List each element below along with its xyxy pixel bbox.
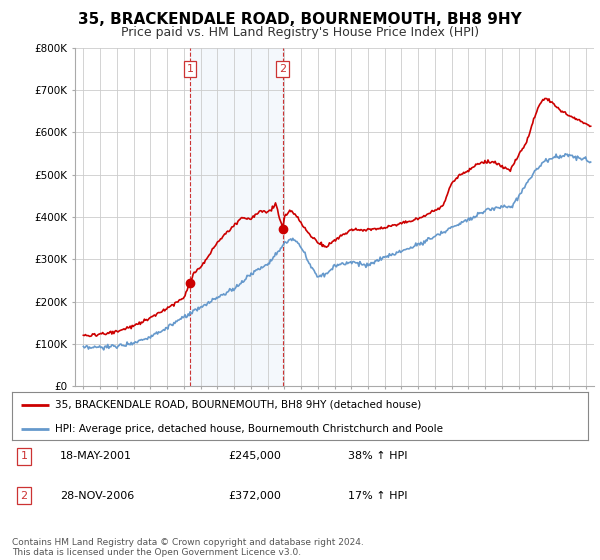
Text: 18-MAY-2001: 18-MAY-2001: [60, 451, 132, 461]
Text: 1: 1: [187, 64, 194, 74]
Text: 28-NOV-2006: 28-NOV-2006: [60, 491, 134, 501]
Text: 35, BRACKENDALE ROAD, BOURNEMOUTH, BH8 9HY: 35, BRACKENDALE ROAD, BOURNEMOUTH, BH8 9…: [78, 12, 522, 27]
Text: 2: 2: [20, 491, 28, 501]
Text: £372,000: £372,000: [228, 491, 281, 501]
Text: £245,000: £245,000: [228, 451, 281, 461]
Text: Price paid vs. HM Land Registry's House Price Index (HPI): Price paid vs. HM Land Registry's House …: [121, 26, 479, 39]
Text: Contains HM Land Registry data © Crown copyright and database right 2024.
This d: Contains HM Land Registry data © Crown c…: [12, 538, 364, 557]
Bar: [190, 48, 283, 386]
Text: 1: 1: [20, 451, 28, 461]
Text: HPI: Average price, detached house, Bournemouth Christchurch and Poole: HPI: Average price, detached house, Bour…: [55, 424, 443, 434]
Text: 35, BRACKENDALE ROAD, BOURNEMOUTH, BH8 9HY (detached house): 35, BRACKENDALE ROAD, BOURNEMOUTH, BH8 9…: [55, 400, 421, 410]
Text: 38% ↑ HPI: 38% ↑ HPI: [348, 451, 407, 461]
Text: 17% ↑ HPI: 17% ↑ HPI: [348, 491, 407, 501]
Text: 2: 2: [279, 64, 286, 74]
